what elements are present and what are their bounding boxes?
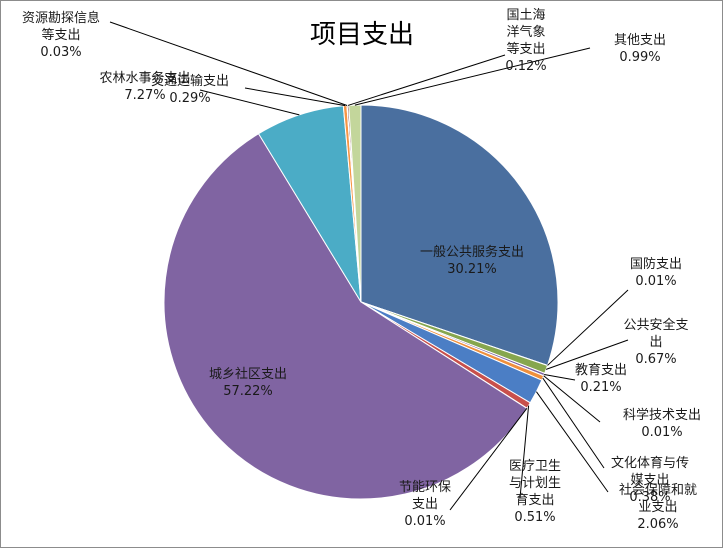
slice-label-4: 教育支出 0.21% <box>575 362 627 395</box>
slice-label-9: 节能环保支出 0.01% <box>399 480 451 529</box>
leader-line-8 <box>519 405 530 499</box>
slice-label-1: 一般公共服务支出 30.21% <box>420 244 524 277</box>
pie-slice-1 <box>360 104 559 367</box>
leader-line-6 <box>542 377 605 469</box>
slice-label-10: 城乡社区支出 57.22% <box>209 366 287 399</box>
slice-label-13: 资源勘探信息等支出 0.03% <box>22 10 100 60</box>
slice-label-7: 社会保障和就业支出 2.06% <box>619 482 697 532</box>
leader-line-11 <box>199 89 300 116</box>
leader-line-3 <box>545 339 629 370</box>
slice-label-11: 农林水事务支出 7.27% <box>99 70 190 103</box>
slice-label-8: 医疗卫生与计划生育支出 0.51% <box>509 459 561 525</box>
slice-label-15: 其他支出 0.99% <box>614 33 666 65</box>
slice-label-3: 公共安全支出 0.67% <box>623 317 688 367</box>
slice-label-14: 国土海洋气象等支出 0.12% <box>505 8 546 74</box>
leader-line-9 <box>449 407 528 511</box>
leader-line-2 <box>547 289 629 366</box>
pie-slice-10 <box>163 133 528 500</box>
slice-label-12: 交通运输支出 0.29% <box>151 73 229 106</box>
leader-line-7 <box>535 391 609 493</box>
slice-label-2: 国防支出 0.01% <box>630 256 682 289</box>
slice-label-6: 文化体育与传媒支出 0.38% <box>611 455 689 505</box>
leader-line-12 <box>244 87 346 107</box>
leader-line-13 <box>109 21 348 106</box>
leader-line-5 <box>543 375 601 423</box>
slice-label-5: 科学技术支出 0.01% <box>623 407 701 440</box>
leader-line-14 <box>347 54 506 106</box>
chart-title: 项目支出 <box>310 20 414 50</box>
leader-line-15 <box>354 47 591 106</box>
leader-line-4 <box>544 374 576 381</box>
